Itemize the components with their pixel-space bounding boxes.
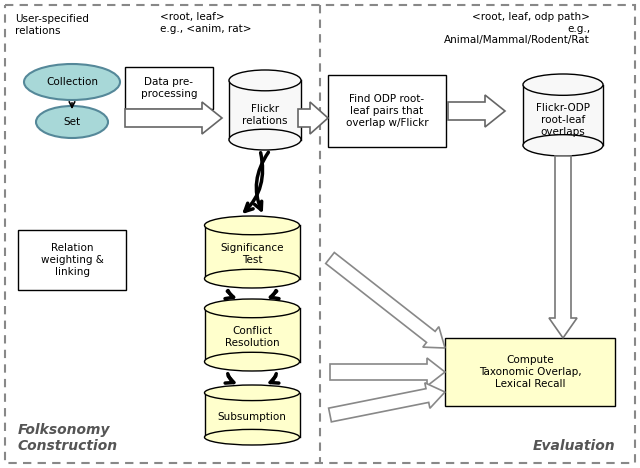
Text: User-specified
relations: User-specified relations [15,14,89,36]
Text: Compute
Taxonomic Overlap,
Lexical Recall: Compute Taxonomic Overlap, Lexical Recal… [479,355,581,388]
Bar [205,308,300,362]
Ellipse shape [205,269,300,288]
Text: Subsumption: Subsumption [218,412,287,422]
Bar [18,230,126,290]
Text: Evaluation: Evaluation [532,439,615,453]
Text: Flickr
relations: Flickr relations [243,104,288,126]
Polygon shape [328,383,445,422]
Ellipse shape [229,70,301,91]
Bar [523,85,603,146]
Polygon shape [549,156,577,338]
Polygon shape [326,253,445,348]
Text: Data pre-
processing: Data pre- processing [141,77,197,99]
Bar [205,226,300,278]
Text: Folksonomy
Construction: Folksonomy Construction [18,423,118,453]
Bar [229,80,301,139]
Bar [205,393,300,437]
Polygon shape [125,102,222,134]
Polygon shape [298,102,328,134]
Text: Find ODP root-
leaf pairs that
overlap w/Flickr: Find ODP root- leaf pairs that overlap w… [346,95,428,128]
Text: <root, leaf>
e.g., <anim, rat>: <root, leaf> e.g., <anim, rat> [160,12,252,34]
Ellipse shape [205,299,300,318]
Ellipse shape [205,216,300,235]
Text: <root, leaf, odp path>
e.g.,
Animal/Mammal/Rodent/Rat: <root, leaf, odp path> e.g., Animal/Mamm… [444,12,590,45]
Ellipse shape [36,106,108,138]
Ellipse shape [205,352,300,371]
Bar [328,75,446,147]
Text: Relation
weighting &
linking: Relation weighting & linking [40,243,104,277]
Ellipse shape [205,385,300,401]
Text: Set: Set [63,117,81,127]
Text: Conflict
Resolution: Conflict Resolution [225,326,279,348]
Ellipse shape [205,430,300,445]
Bar [125,67,213,109]
Text: Significance
Test: Significance Test [220,243,284,265]
Text: Flickr-ODP
root-leaf
overlaps: Flickr-ODP root-leaf overlaps [536,103,590,137]
Polygon shape [330,358,445,386]
Text: Collection: Collection [46,77,98,87]
Ellipse shape [229,129,301,150]
Ellipse shape [523,135,603,156]
Bar [445,338,615,406]
Polygon shape [448,95,505,127]
Ellipse shape [523,74,603,95]
Ellipse shape [24,64,120,100]
